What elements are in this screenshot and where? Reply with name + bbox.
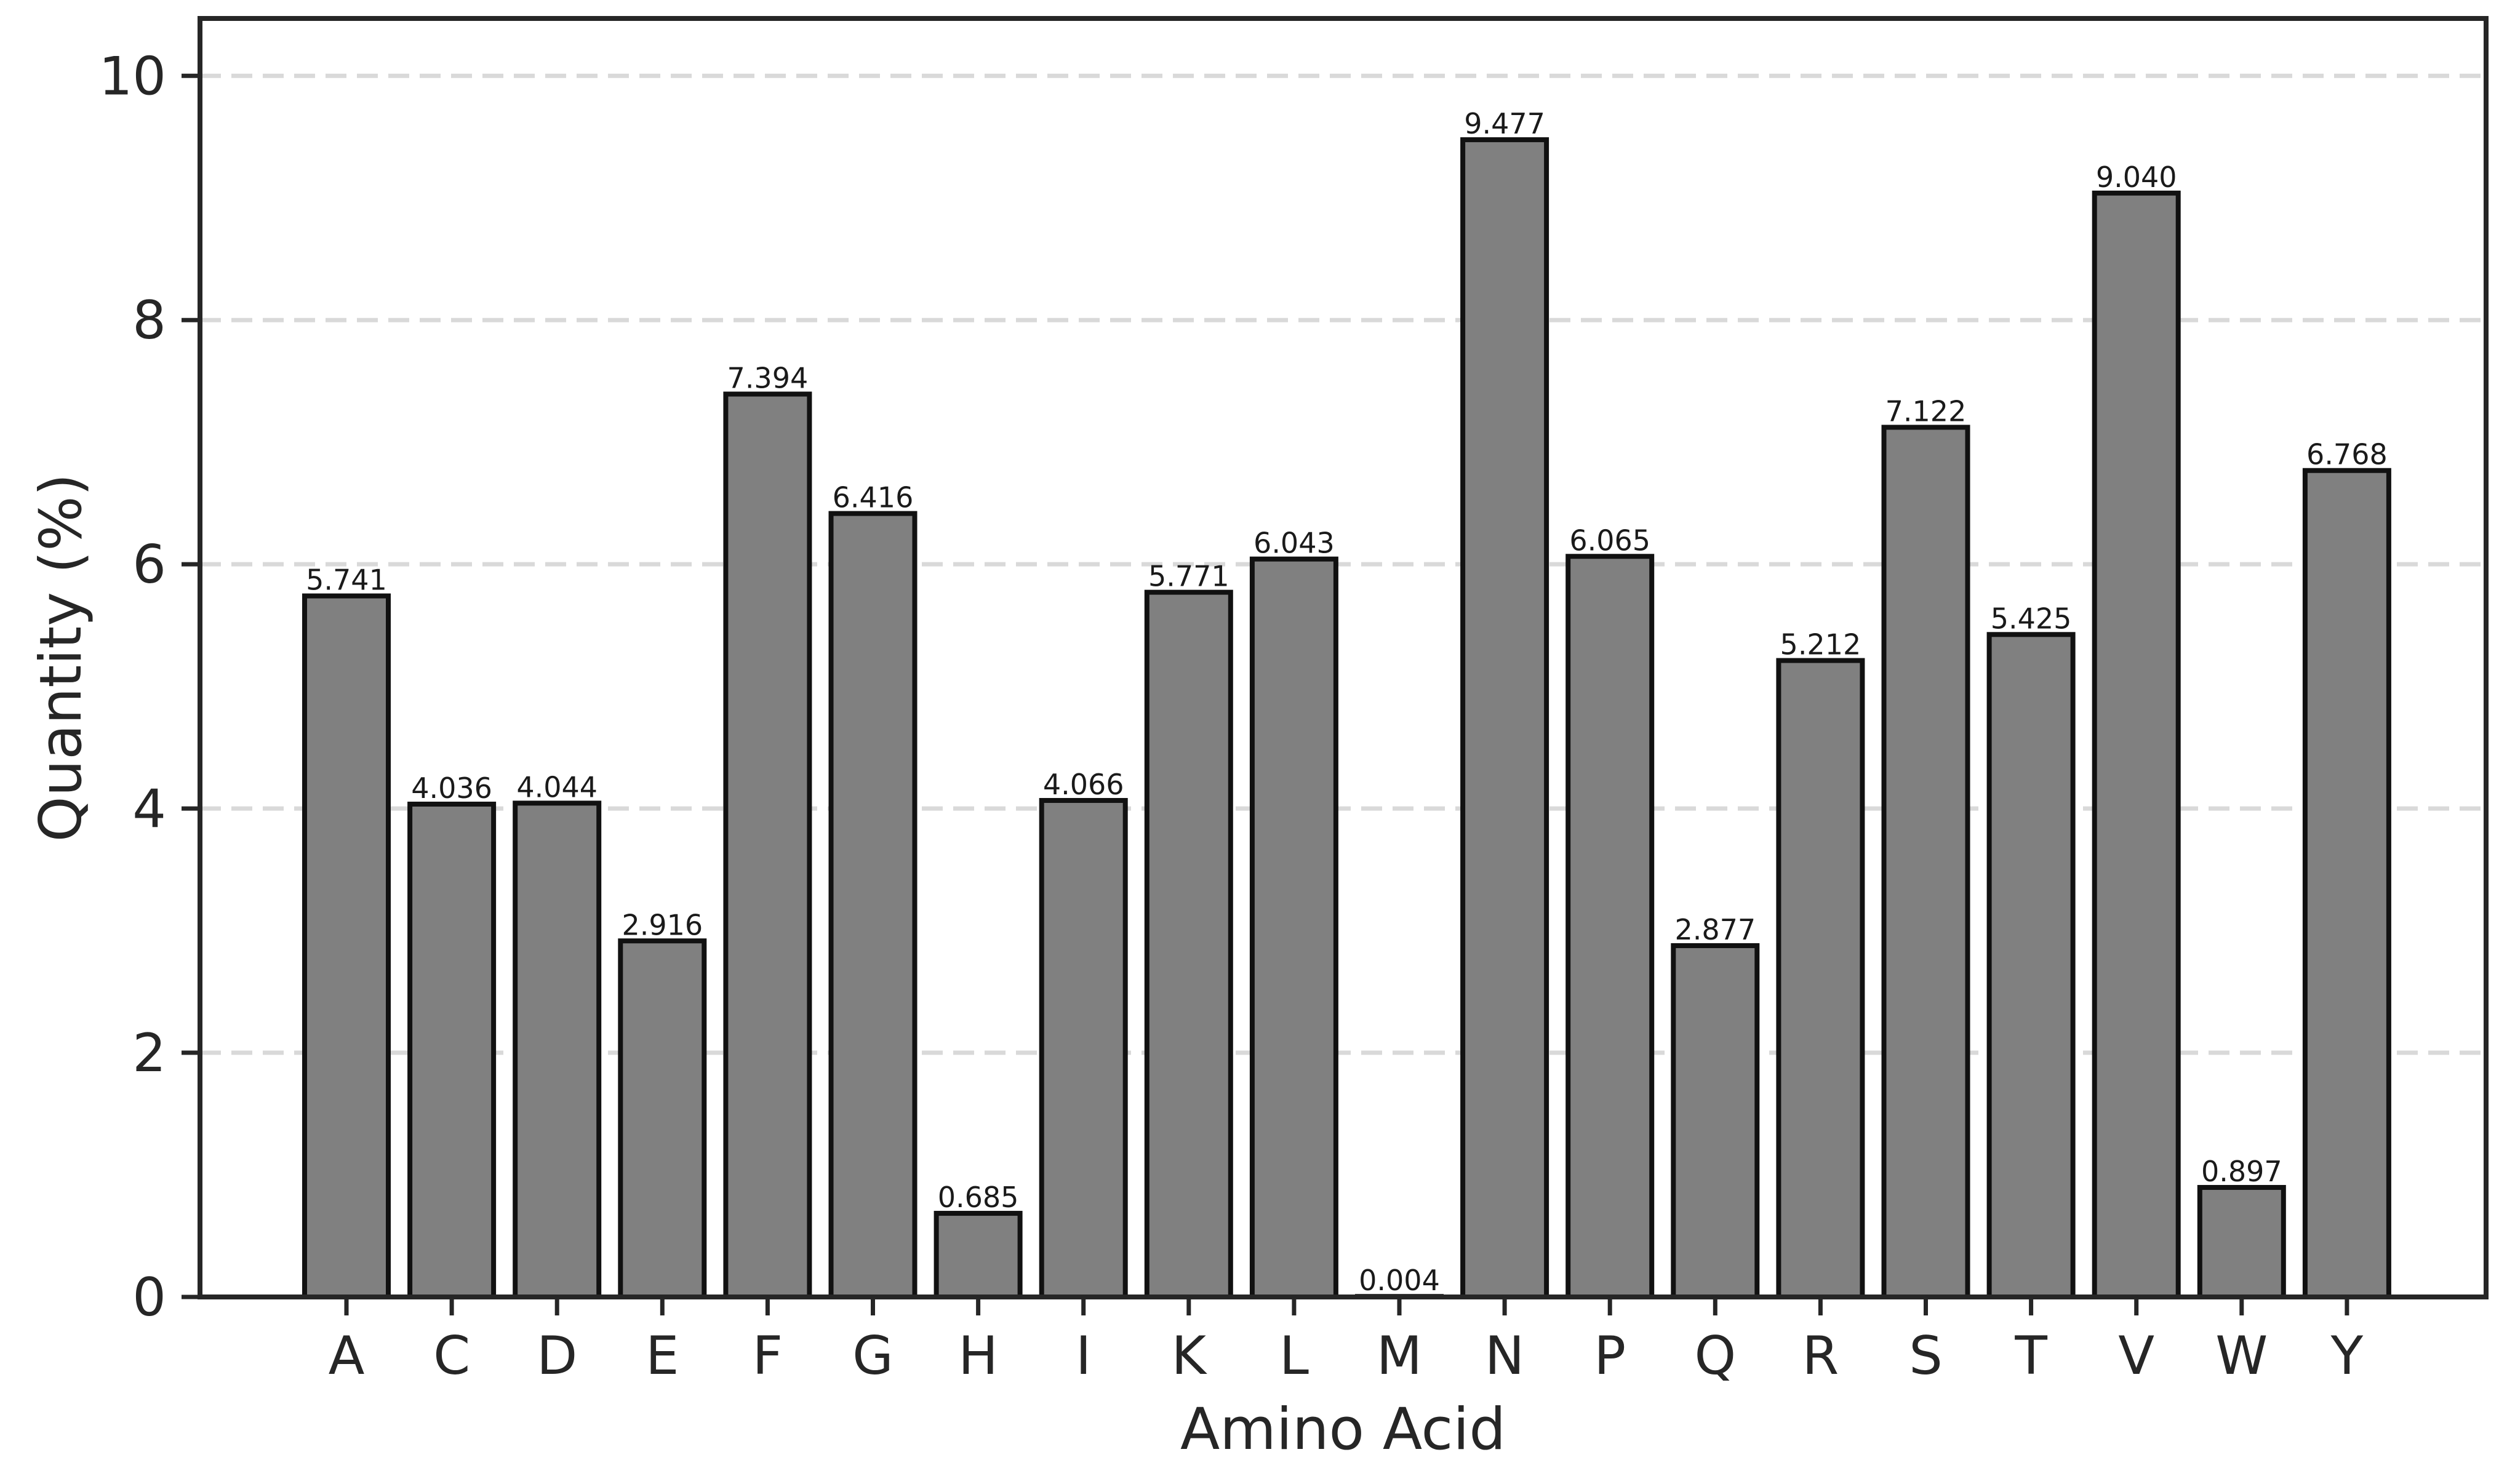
plot-frame (198, 16, 2489, 1299)
x-tick-label-K: K (1172, 1325, 1208, 1387)
bar-R (1776, 658, 1865, 1299)
bar-D (513, 800, 602, 1299)
y-tick-label-2: 2 (132, 1023, 166, 1084)
bar-A (302, 593, 391, 1299)
bar-P (1565, 554, 1655, 1299)
bar-H (934, 1211, 1023, 1299)
x-tick-label-F: F (753, 1325, 783, 1387)
x-tick-label-D: D (537, 1325, 577, 1387)
bar-value-labels: 5.741 4.036 4.044 2.916 7.394 6.416 0.685 4.066… (306, 107, 2388, 1297)
x-tick-label-H: H (958, 1325, 998, 1387)
x-tick-label-R: R (1802, 1325, 1839, 1387)
bar-E (618, 938, 707, 1299)
x-tick-label-M: M (1377, 1325, 1422, 1387)
x-tick-label-L: L (1279, 1325, 1309, 1387)
bar-value-label-W: 0.897 (2201, 1155, 2282, 1188)
x-tick-label-G: G (852, 1325, 894, 1387)
bar-F (723, 391, 812, 1299)
bar-value-label-S: 7.122 (1885, 394, 1967, 428)
x-tick-label-C: C (433, 1325, 470, 1387)
bar-value-label-F: 7.394 (727, 361, 809, 394)
x-tick-label-N: N (1485, 1325, 1524, 1387)
bar-value-label-D: 4.044 (516, 770, 598, 804)
y-tick-label-4: 4 (132, 778, 166, 840)
bar-value-label-R: 5.212 (1780, 628, 1861, 661)
y-tick-label-0: 0 (132, 1267, 166, 1328)
bar-T (1986, 632, 2076, 1299)
bar-value-label-G: 6.416 (833, 481, 914, 514)
bar-W (2197, 1184, 2286, 1300)
bar-value-label-A: 5.741 (306, 564, 387, 597)
bar-value-label-L: 6.043 (1254, 527, 1335, 560)
bar-value-label-P: 6.065 (1569, 524, 1650, 557)
bar-value-label-N: 9.477 (1464, 107, 1545, 140)
bar-L (1249, 556, 1338, 1299)
x-tick-label-W: W (2215, 1325, 2268, 1387)
y-axis-ticks: 0 2 4 6 8 10 (99, 46, 200, 1328)
bar-value-label-I: 4.066 (1043, 768, 1124, 801)
bar-value-label-Y: 6.768 (2306, 438, 2388, 471)
y-tick-label-8: 8 (132, 290, 166, 351)
bar-value-label-M: 0.004 (1359, 1264, 1440, 1297)
bar-G (828, 511, 918, 1300)
x-tick-label-Y: Y (2330, 1325, 2364, 1387)
bar-C (407, 801, 497, 1300)
bar-N (1460, 137, 1549, 1299)
x-tick-label-S: S (1909, 1325, 1943, 1387)
x-tick-label-V: V (2118, 1325, 2154, 1387)
bar-V (2092, 190, 2181, 1299)
x-tick-label-I: I (1076, 1325, 1091, 1387)
bar-S (1881, 425, 1970, 1299)
bar-value-label-V: 9.040 (2096, 161, 2177, 194)
bar-I (1039, 798, 1128, 1299)
bar-Q (1671, 943, 1760, 1299)
bar-K (1144, 589, 1233, 1299)
x-tick-label-Q: Q (1694, 1325, 1736, 1387)
bar-value-label-H: 0.685 (938, 1181, 1019, 1214)
x-tick-label-A: A (329, 1325, 365, 1387)
bar-value-label-Q: 2.877 (1674, 913, 1756, 946)
bar-value-label-E: 2.916 (622, 908, 703, 941)
y-axis-title: Quantity (%) (28, 474, 95, 842)
y-tick-label-10: 10 (99, 46, 166, 107)
bar-value-label-C: 4.036 (411, 772, 492, 805)
x-tick-label-E: E (646, 1325, 679, 1387)
bar-Y (2302, 468, 2391, 1299)
bar-value-label-T: 5.425 (1991, 602, 2072, 635)
x-tick-label-P: P (1594, 1325, 1626, 1387)
bars (302, 137, 2391, 1300)
bar-value-label-K: 5.771 (1148, 560, 1230, 593)
x-tick-label-T: T (2014, 1325, 2047, 1387)
y-tick-label-6: 6 (132, 534, 166, 596)
x-axis-title: Amino Acid (1180, 1396, 1506, 1463)
